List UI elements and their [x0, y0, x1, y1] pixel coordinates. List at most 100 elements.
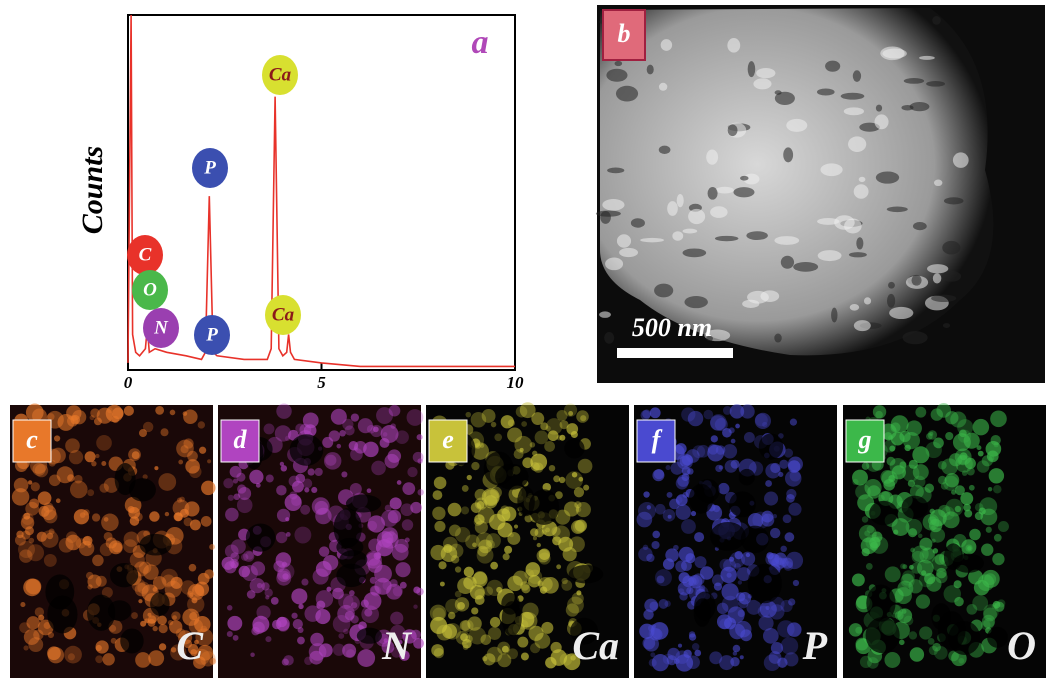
signal [719, 655, 735, 671]
signal [148, 650, 165, 667]
scale-bar-label: 500 nm [632, 313, 712, 342]
signal [481, 409, 496, 423]
signal [25, 403, 44, 422]
pore [882, 48, 907, 59]
signal [919, 537, 933, 551]
signal [171, 611, 181, 621]
signal [563, 403, 578, 417]
signal [201, 480, 216, 496]
signal [911, 550, 925, 564]
signal [990, 410, 1007, 428]
peak-label: N [153, 317, 169, 338]
signal [788, 598, 796, 606]
signal [741, 551, 756, 566]
signal [888, 474, 896, 483]
signal [198, 446, 207, 454]
pore [616, 234, 632, 248]
void [495, 463, 529, 490]
signal [343, 594, 360, 612]
signal [169, 409, 176, 416]
signal [371, 460, 386, 476]
signal [237, 484, 247, 494]
signal [682, 491, 689, 498]
signal [575, 502, 591, 518]
signal [79, 540, 95, 557]
pore [774, 333, 782, 343]
signal [656, 575, 665, 584]
signal [867, 485, 881, 499]
signal [789, 470, 801, 482]
signal [899, 430, 911, 443]
signal [893, 529, 899, 535]
signal [709, 651, 723, 665]
signal [462, 644, 469, 651]
signal [754, 412, 771, 429]
signal [922, 547, 935, 560]
signal [295, 423, 305, 434]
signal [367, 558, 383, 573]
signal [406, 409, 424, 426]
signal [292, 618, 303, 630]
void [694, 591, 716, 621]
signal [348, 441, 359, 451]
panel-label: a [472, 24, 489, 61]
signal [47, 646, 61, 661]
signal [490, 421, 497, 428]
pore [595, 210, 621, 217]
signal [688, 633, 697, 641]
pore [816, 88, 835, 96]
signal [515, 405, 528, 418]
signal [227, 615, 243, 631]
signal [350, 615, 359, 624]
signal [696, 444, 710, 458]
signal [75, 538, 87, 549]
signal [384, 504, 392, 512]
signal [945, 498, 964, 517]
signal [194, 615, 211, 633]
signal [103, 517, 109, 522]
signal [730, 657, 740, 667]
signal [884, 652, 901, 668]
pore [746, 231, 768, 240]
signal [224, 544, 239, 559]
void [289, 434, 324, 466]
signal [559, 653, 573, 666]
pore [774, 236, 800, 245]
signal [955, 455, 973, 473]
label-box [220, 419, 260, 463]
signal [476, 546, 494, 564]
signal [880, 491, 891, 501]
signal [917, 533, 923, 539]
signal [990, 434, 1001, 446]
signal [541, 621, 554, 634]
signal [209, 544, 215, 550]
signal [900, 573, 915, 588]
void [729, 491, 756, 518]
signal [940, 482, 949, 490]
signal [992, 600, 1001, 609]
signal [576, 590, 582, 596]
signal [436, 624, 453, 641]
signal [389, 579, 398, 588]
signal [226, 631, 233, 638]
signal [964, 509, 973, 518]
signal [275, 531, 288, 544]
signal [135, 652, 151, 668]
signal [274, 425, 292, 442]
signal [490, 561, 499, 570]
signal [957, 419, 974, 436]
signal [504, 545, 513, 554]
signal [993, 533, 1002, 542]
void [336, 563, 367, 588]
signal [447, 611, 456, 620]
signal [467, 616, 482, 631]
signal [127, 505, 135, 513]
pore [834, 215, 855, 230]
signal [909, 647, 925, 662]
signal [264, 588, 273, 597]
signal [188, 563, 197, 572]
signal [540, 422, 549, 431]
signal [722, 427, 732, 438]
signal [183, 639, 193, 649]
signal [884, 566, 901, 583]
